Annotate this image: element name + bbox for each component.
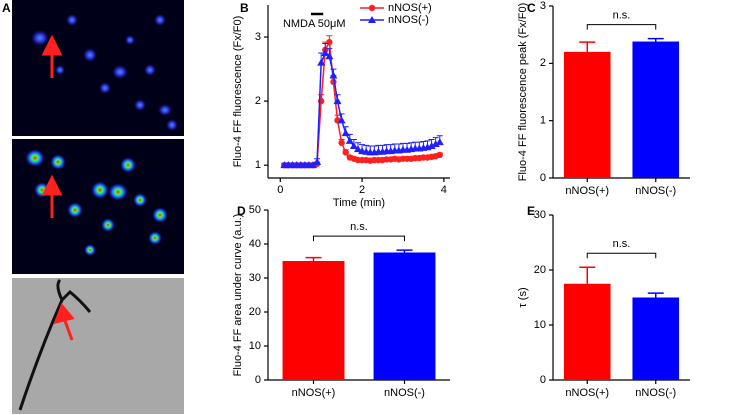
marker (333, 97, 342, 105)
significance-bracket (313, 235, 405, 242)
error-bar (647, 292, 664, 298)
cells-nmda (25, 149, 168, 256)
x-tick-label: nNOS(-) (635, 185, 676, 197)
bar (563, 51, 611, 178)
x-tick-label: nNOS(-) (635, 387, 676, 399)
marker (436, 151, 443, 159)
marker (308, 161, 317, 169)
y-tick-label: 2 (255, 95, 261, 107)
legend-label: nNOS(-) (388, 14, 429, 26)
panel-label: A (2, 1, 11, 15)
panel-label: C (527, 1, 536, 15)
marker (326, 38, 333, 46)
significance-label: n.s. (613, 10, 631, 22)
x-axis-label: Time (min) (333, 197, 385, 209)
y-axis-label: Fluo-4 FF fluorescence peak (Fx/F0) (517, 3, 529, 182)
panel-a-images (12, 0, 184, 414)
x-tick-label: 4 (441, 184, 447, 196)
y-tick-label: 2 (540, 57, 546, 69)
legend-marker (368, 16, 376, 23)
y-tick-label: 10 (249, 340, 261, 352)
y-axis-label: Fluo-4 FF fluorescence (Fx/F0) (232, 16, 244, 168)
y-tick-label: 40 (249, 238, 261, 250)
bar (373, 252, 436, 380)
y-tick-label: 20 (534, 264, 546, 276)
x-tick-label: nNOS(+) (565, 185, 609, 197)
panel-label: D (237, 204, 246, 218)
marker (341, 129, 350, 137)
marker (329, 71, 338, 79)
bar (632, 41, 680, 179)
marker (321, 49, 330, 57)
marker (353, 145, 362, 153)
marker (345, 136, 354, 144)
x-tick-label: nNOS(+) (565, 387, 609, 399)
y-tick-label: 0 (255, 374, 261, 386)
marker (427, 141, 436, 149)
marker (325, 52, 334, 60)
marker (435, 138, 444, 146)
x-tick-label: nNOS(+) (292, 387, 336, 399)
marker (317, 58, 326, 66)
marker (349, 141, 358, 149)
y-axis-label: Fluo-4 FF area under curve (a.u.) (232, 214, 244, 377)
y-axis-label: τ (s) (517, 287, 529, 307)
arrows (41, 34, 75, 341)
marker (313, 157, 322, 165)
y-tick-label: 20 (249, 306, 261, 318)
y-tick-label: 0 (540, 374, 546, 386)
error-bar (647, 37, 664, 42)
significance-label: n.s. (350, 221, 368, 233)
neuron-outline (18, 278, 92, 411)
y-tick-label: 10 (534, 319, 546, 331)
y-tick-label: 30 (534, 209, 546, 221)
panel-label: B (240, 1, 249, 15)
y-tick-label: 3 (255, 31, 261, 43)
error-bar (305, 256, 322, 261)
significance-bracket (586, 252, 657, 259)
legend-label: nNOS(+) (388, 2, 432, 14)
marker (431, 140, 440, 148)
marker (338, 139, 345, 146)
x-tick-label: nNOS(-) (384, 387, 425, 399)
bar (632, 297, 680, 380)
bar (563, 283, 611, 380)
y-tick-label: 1 (255, 159, 261, 171)
significance-label: n.s. (613, 238, 631, 250)
y-tick-label: 0 (540, 172, 546, 184)
y-tick-label: 30 (249, 272, 261, 284)
significance-bracket (586, 24, 657, 30)
x-tick-label: 2 (359, 184, 365, 196)
error-bar (396, 249, 413, 253)
y-tick-label: 1 (540, 115, 546, 127)
cells-before (31, 14, 178, 131)
annotation: NMDA 50μM (283, 18, 346, 30)
y-tick-label: 50 (249, 204, 261, 216)
marker (342, 149, 349, 156)
legend-marker (368, 4, 376, 12)
y-tick-label: 3 (540, 0, 546, 12)
panel-label: E (527, 204, 535, 218)
error-bar (579, 41, 596, 52)
image-brightfield (12, 278, 184, 414)
bar (282, 261, 345, 380)
error-bar (579, 266, 596, 284)
x-tick-label: 0 (277, 184, 283, 196)
marker (337, 116, 346, 124)
